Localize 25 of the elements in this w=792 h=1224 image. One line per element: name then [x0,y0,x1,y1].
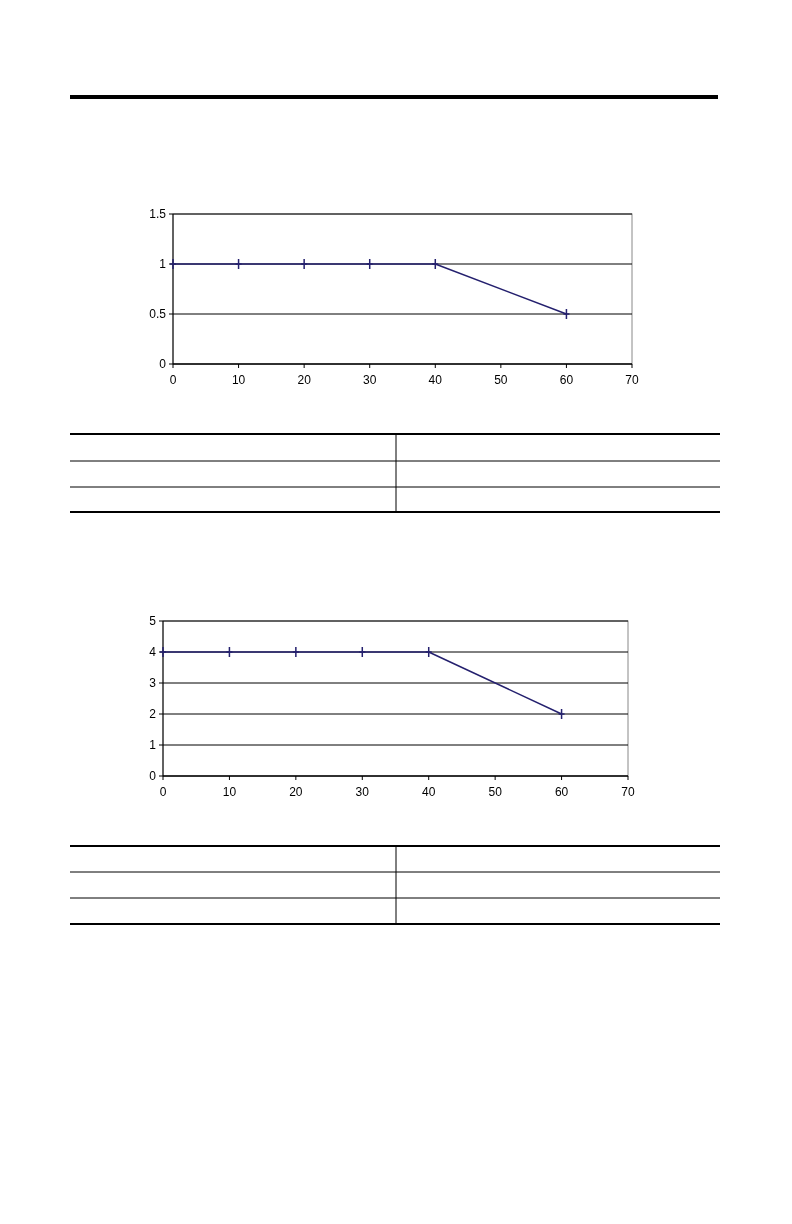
x-tick-label: 60 [559,373,574,387]
y-tick-label: 1 [149,738,157,753]
x-tick-label: 50 [488,785,503,799]
y-tick-label: 4 [149,645,157,660]
x-tick-label: 40 [422,785,436,799]
x-tick-label: 10 [231,373,246,387]
x-tick-label: 40 [428,373,443,387]
y-tick-label: 1.5 [149,207,167,222]
y-tick-label: 0 [159,357,167,372]
x-tick-label: 20 [297,373,312,387]
x-tick-label: 10 [222,785,237,799]
x-tick-label: 70 [621,785,635,799]
x-tick-label: 0 [169,373,177,387]
x-tick-label: 60 [554,785,569,799]
y-tick-label: 5 [149,614,157,629]
x-tick-label: 70 [625,373,639,387]
y-tick-label: 3 [149,676,157,691]
y-tick-label: 2 [149,707,157,722]
y-tick-label: 0 [149,769,157,784]
x-tick-label: 50 [494,373,508,387]
x-tick-label: 30 [355,785,370,799]
x-tick-label: 30 [363,373,377,387]
y-tick-label: 1 [159,257,167,272]
x-tick-label: 20 [289,785,303,799]
y-tick-label: 0.5 [149,307,167,322]
